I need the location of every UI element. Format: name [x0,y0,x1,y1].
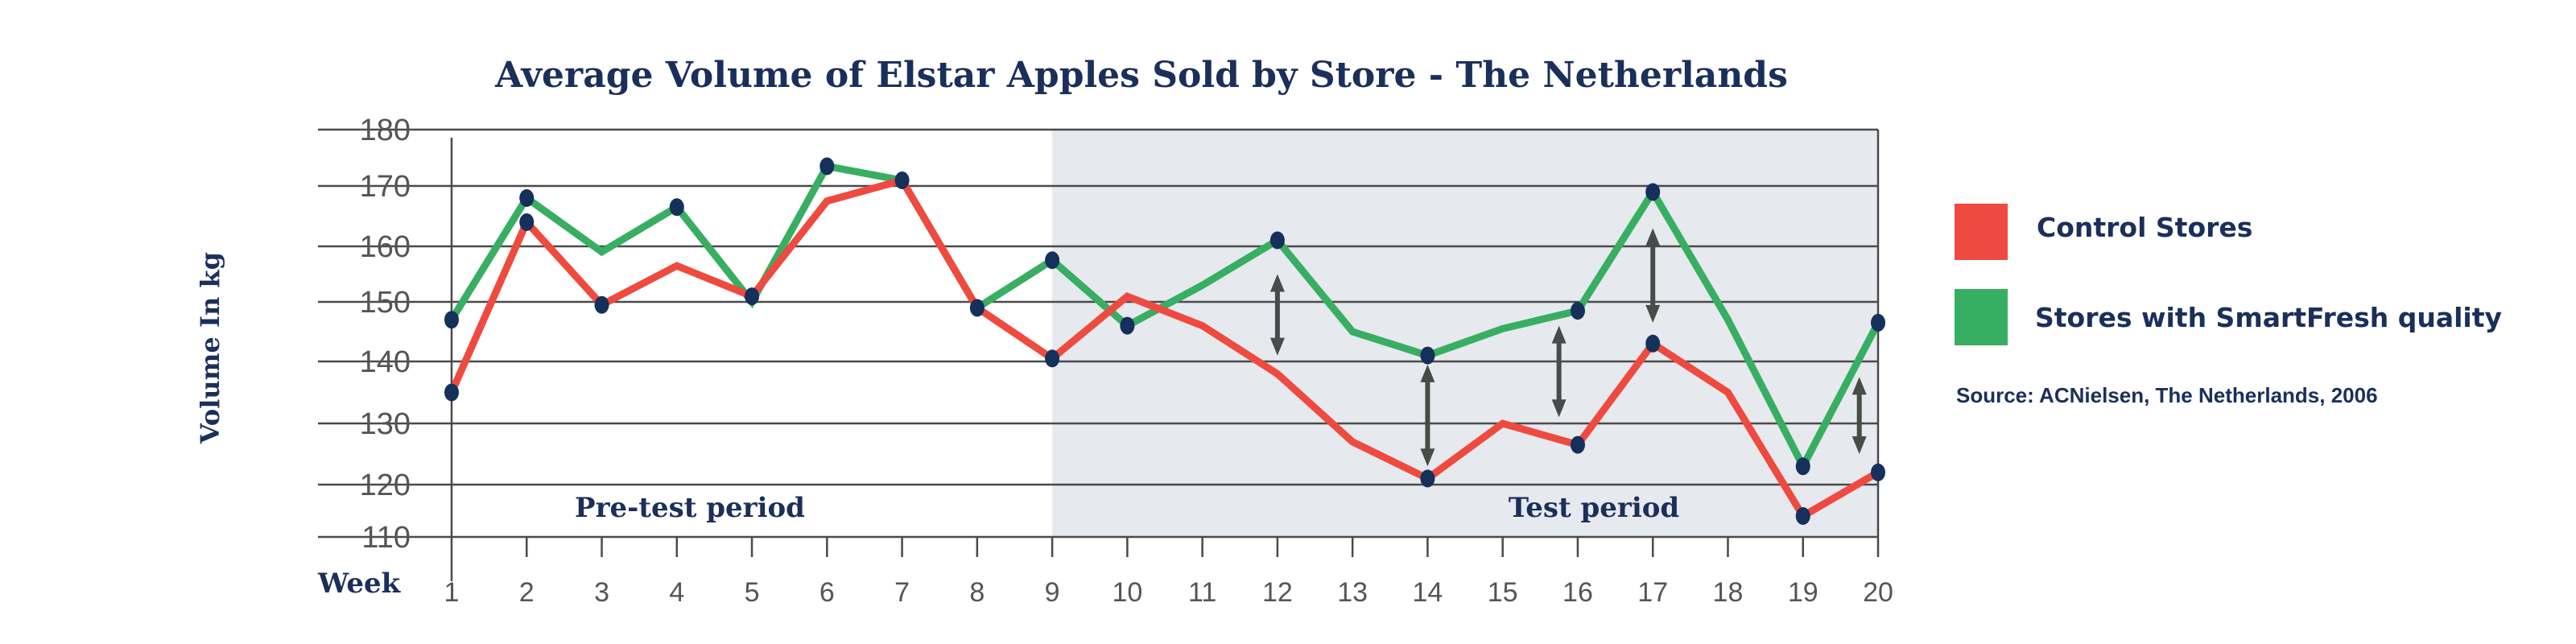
x-tick-label: 18 [1713,577,1744,608]
x-tick-label: 11 [1188,577,1216,608]
data-point-control [745,287,760,306]
arrow-head-down [1645,304,1661,323]
x-tick-label: 2 [519,577,535,608]
y-axis-label: Volume In kg [195,252,225,444]
data-point-smartfresh [1120,316,1135,335]
y-tick-label: 180 [360,114,411,147]
y-tick-label: 150 [360,286,411,320]
test-period-shading [1052,130,1878,537]
test-period-label: Test period [1509,492,1679,524]
pre-test-period-label: Pre-test period [575,492,805,524]
x-tick-label: 7 [894,577,910,608]
arrow-head-up [1645,228,1661,246]
x-tick-label: 9 [1045,577,1060,608]
data-point-smartfresh [444,311,459,329]
series-line-control [448,175,1880,522]
x-tick-label: 16 [1563,577,1593,608]
arrow-head-up [1420,364,1435,382]
data-point-control [594,295,609,314]
double-arrow-icon [1551,325,1567,418]
y-tick-label: 130 [360,407,411,441]
x-tick-label: 17 [1637,577,1668,608]
data-point-control [1645,334,1661,353]
data-point-control [1420,469,1435,488]
x-tick-label: 19 [1788,577,1818,608]
y-axis-ticks: 110 120 130 140 150 160 170 180 [360,114,411,555]
arrow-head-down [1551,399,1567,418]
data-point-smartfresh [819,157,835,175]
arrow-head-up [1852,377,1867,395]
arrow-head-down [1420,448,1435,467]
y-tick-label: 140 [360,345,411,379]
data-point-control [1795,507,1810,525]
y-tick-label: 160 [360,230,411,264]
data-point-control [444,383,459,402]
x-tick-label: 14 [1413,577,1443,608]
x-tick-label: 8 [969,577,985,608]
data-point-control [519,213,535,231]
data-point-smartfresh [1420,346,1435,365]
x-tick-label: 15 [1488,577,1518,608]
chart-title: Average Volume of Elstar Apples Sold by … [494,55,1788,96]
data-point-smartfresh [669,198,684,217]
arrow-head-down [1852,436,1867,454]
legend-label-smartfresh: Stores with SmartFresh quality [2035,302,2502,333]
y-tick-label: 110 [361,521,411,555]
arrow-head-up [1269,274,1285,292]
difference-arrows [1269,228,1867,467]
legend-swatch-control [1955,204,2008,260]
data-point-smartfresh [1871,313,1885,332]
data-point-smartfresh [1645,183,1661,201]
x-tick-label: 10 [1112,577,1142,608]
x-tick-label: 12 [1262,577,1293,608]
x-tick-label: 1 [444,577,460,608]
data-point-control [1871,463,1885,481]
double-arrow-icon [1645,228,1661,323]
data-point-control [894,171,910,189]
data-point-smartfresh [1269,231,1285,250]
data-point-control [1045,349,1060,368]
source-note: Source: ACNielsen, The Netherlands, 2006 [1956,383,2378,407]
double-arrow-icon [1852,377,1867,454]
x-axis-ticks: 1 2 3 4 5 6 7 8 9 10 11 12 13 14 15 16 17 18 19 20 [444,577,1893,608]
y-tick-label: 120 [360,469,411,502]
x-tick-label: 5 [745,577,760,608]
data-point-smartfresh [1570,302,1585,320]
x-tick-label: 3 [594,577,609,608]
arrow-head-up [1551,325,1567,344]
x-axis-label: Week [317,568,402,600]
data-point-control [1570,436,1585,454]
double-arrow-icon [1420,364,1435,467]
legend-label-control: Control Stores [2037,212,2252,243]
arrow-head-down [1269,337,1285,356]
x-tick-label: 6 [819,577,835,608]
data-point-smartfresh [1045,251,1060,270]
data-point-smartfresh [1795,457,1810,476]
series-line-smartfresh [448,162,1881,474]
x-tick-label: 13 [1337,577,1368,608]
series-markers [444,157,1885,525]
legend-swatch-smartfresh [1955,289,2008,345]
double-arrow-icon [1269,274,1285,356]
y-tick-label: 170 [360,170,411,204]
x-tick-label: 4 [669,577,684,608]
x-tick-label: 20 [1863,577,1893,608]
data-point-control [969,299,985,317]
series-lines [448,162,1881,522]
data-point-smartfresh [519,189,535,207]
